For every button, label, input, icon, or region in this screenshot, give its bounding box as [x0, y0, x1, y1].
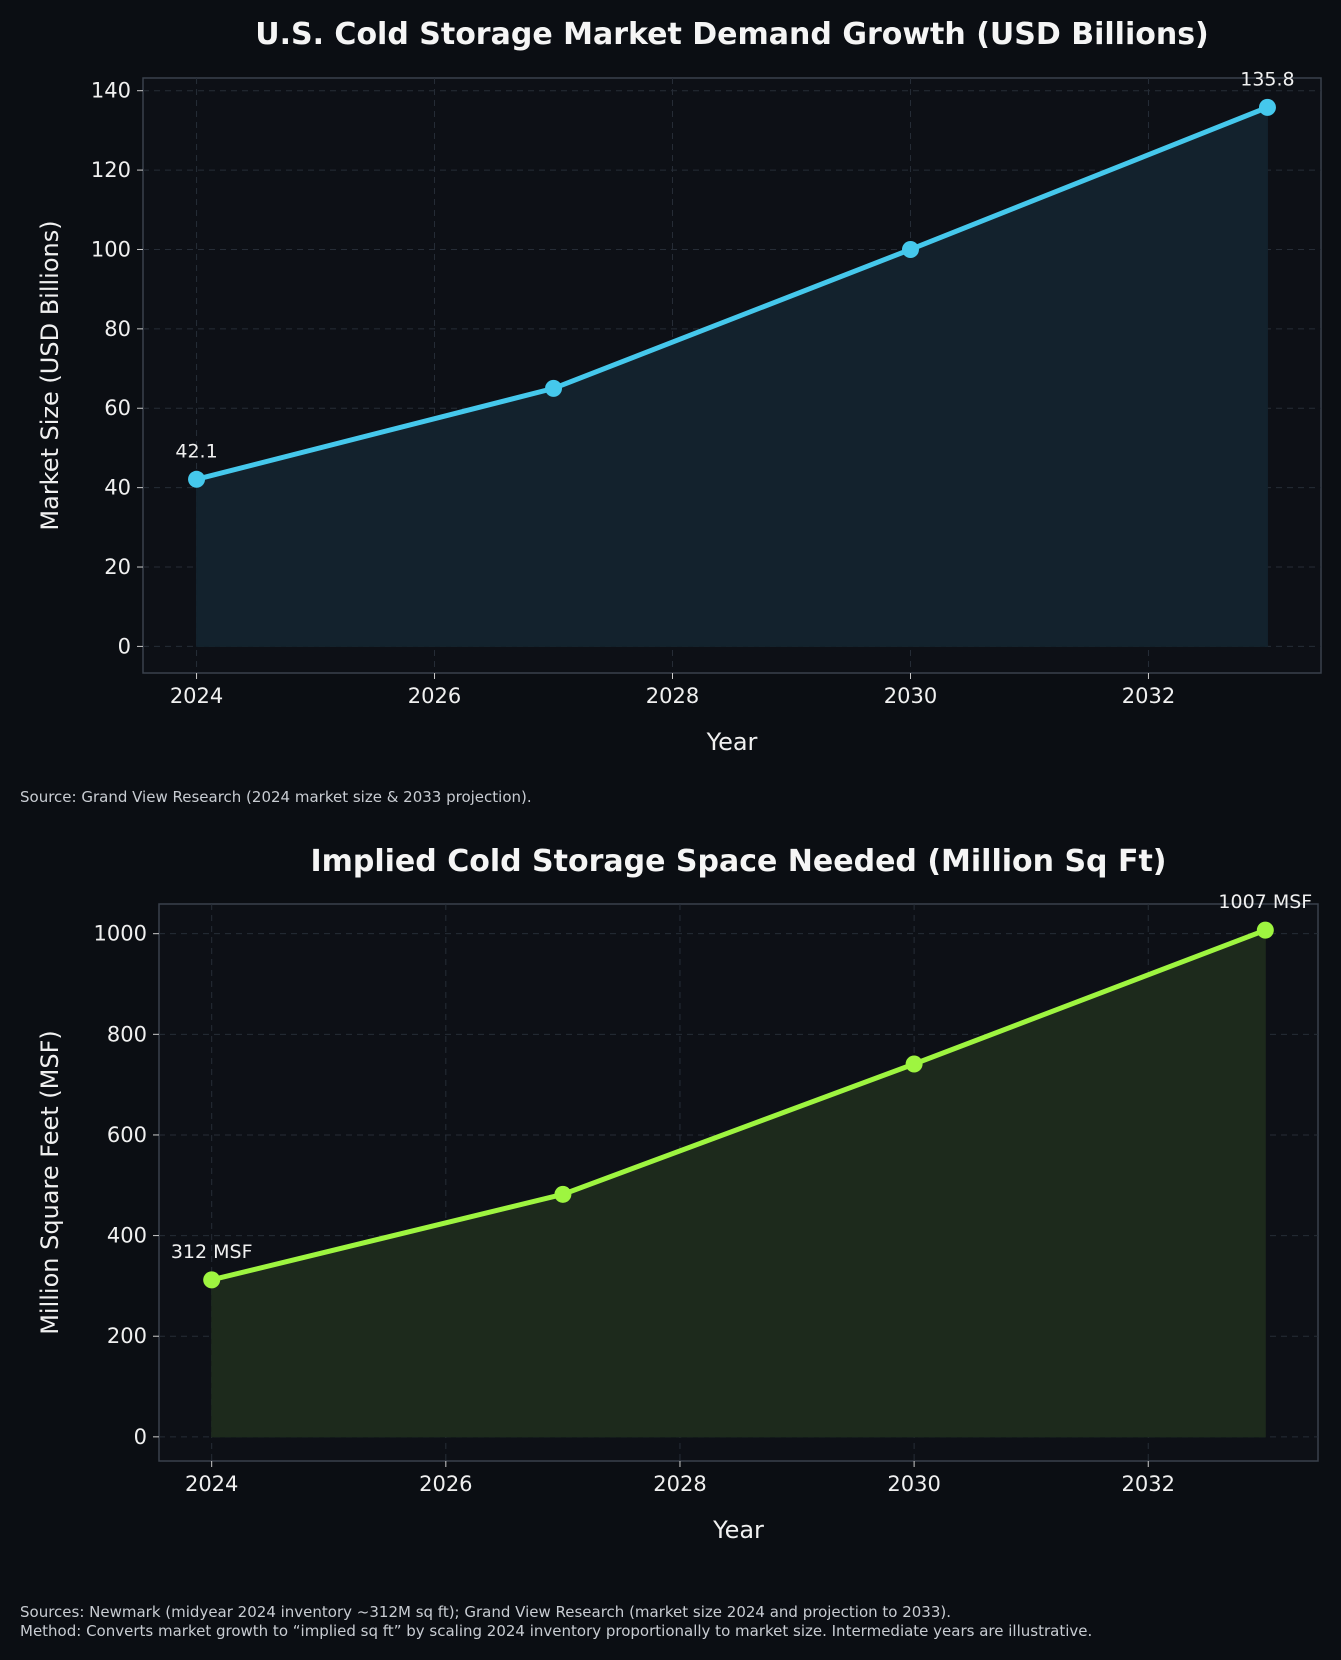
- data-point: [554, 1185, 572, 1203]
- series-line: [195, 105, 1269, 482]
- data-point: [545, 379, 563, 397]
- y-tick-label: 20: [104, 555, 131, 579]
- y-tick-label: 80: [104, 317, 131, 341]
- y-tick-label: 100: [91, 237, 131, 261]
- chart-title: U.S. Cold Storage Market Demand Growth (…: [255, 17, 1209, 52]
- x-tick-label: 2028: [646, 684, 699, 708]
- data-point: [188, 470, 206, 488]
- y-tick-label: 40: [104, 476, 131, 500]
- y-tick-label: 200: [107, 1324, 147, 1348]
- x-tick-label: 2024: [170, 684, 223, 708]
- data-point: [1256, 921, 1274, 939]
- x-tick-label: 2032: [1122, 684, 1175, 708]
- y-axis-label: Million Square Feet (MSF): [36, 1030, 64, 1335]
- y-tick-label: 140: [91, 79, 131, 103]
- x-tick-label: 2026: [419, 1472, 472, 1496]
- y-tick-label: 1000: [94, 922, 147, 946]
- data-point: [1258, 98, 1276, 116]
- x-tick-label: 2032: [1122, 1472, 1175, 1496]
- y-tick-label: 120: [91, 158, 131, 182]
- x-tick-label: 2026: [408, 684, 461, 708]
- y-axis-label: Market Size (USD Billions): [36, 220, 64, 530]
- data-label: 312 MSF: [171, 1241, 253, 1263]
- y-tick-label: 0: [134, 1425, 147, 1449]
- footer-sources: Sources: Newmark (midyear 2024 inventory…: [20, 1603, 951, 1621]
- chart-title: Implied Cold Storage Space Needed (Milli…: [310, 844, 1166, 879]
- x-axis-label: Year: [706, 728, 758, 756]
- y-tick-label: 0: [118, 634, 131, 658]
- data-point: [901, 240, 919, 258]
- y-tick-label: 400: [107, 1224, 147, 1248]
- data-point: [905, 1055, 923, 1073]
- x-tick-label: 2030: [884, 684, 937, 708]
- source-note: Source: Grand View Research (2024 market…: [20, 788, 532, 806]
- data-point: [203, 1271, 221, 1289]
- data-label: 42.1: [175, 440, 217, 462]
- market-size-chart: 2024 2026 2028 2030 2032 0 20 40 60 80 100 120 140 42…: [36, 17, 1322, 756]
- y-tick-label: 800: [107, 1022, 147, 1046]
- x-tick-label: 2024: [185, 1472, 238, 1496]
- x-axis-label: Year: [712, 1516, 764, 1544]
- series-line: [211, 927, 1267, 1283]
- footer-method: Method: Converts market growth to “impli…: [20, 1622, 1092, 1640]
- y-tick-label: 600: [107, 1123, 147, 1147]
- y-tick-label: 60: [104, 396, 131, 420]
- data-label: 135.8: [1240, 68, 1294, 90]
- x-tick-label: 2030: [887, 1472, 940, 1496]
- data-label: 1007 MSF: [1218, 891, 1312, 913]
- x-tick-label: 2028: [653, 1472, 706, 1496]
- space-needed-chart: 2024 2026 2028 2030 2032 0 200 400 600 800 1000 312…: [36, 844, 1319, 1544]
